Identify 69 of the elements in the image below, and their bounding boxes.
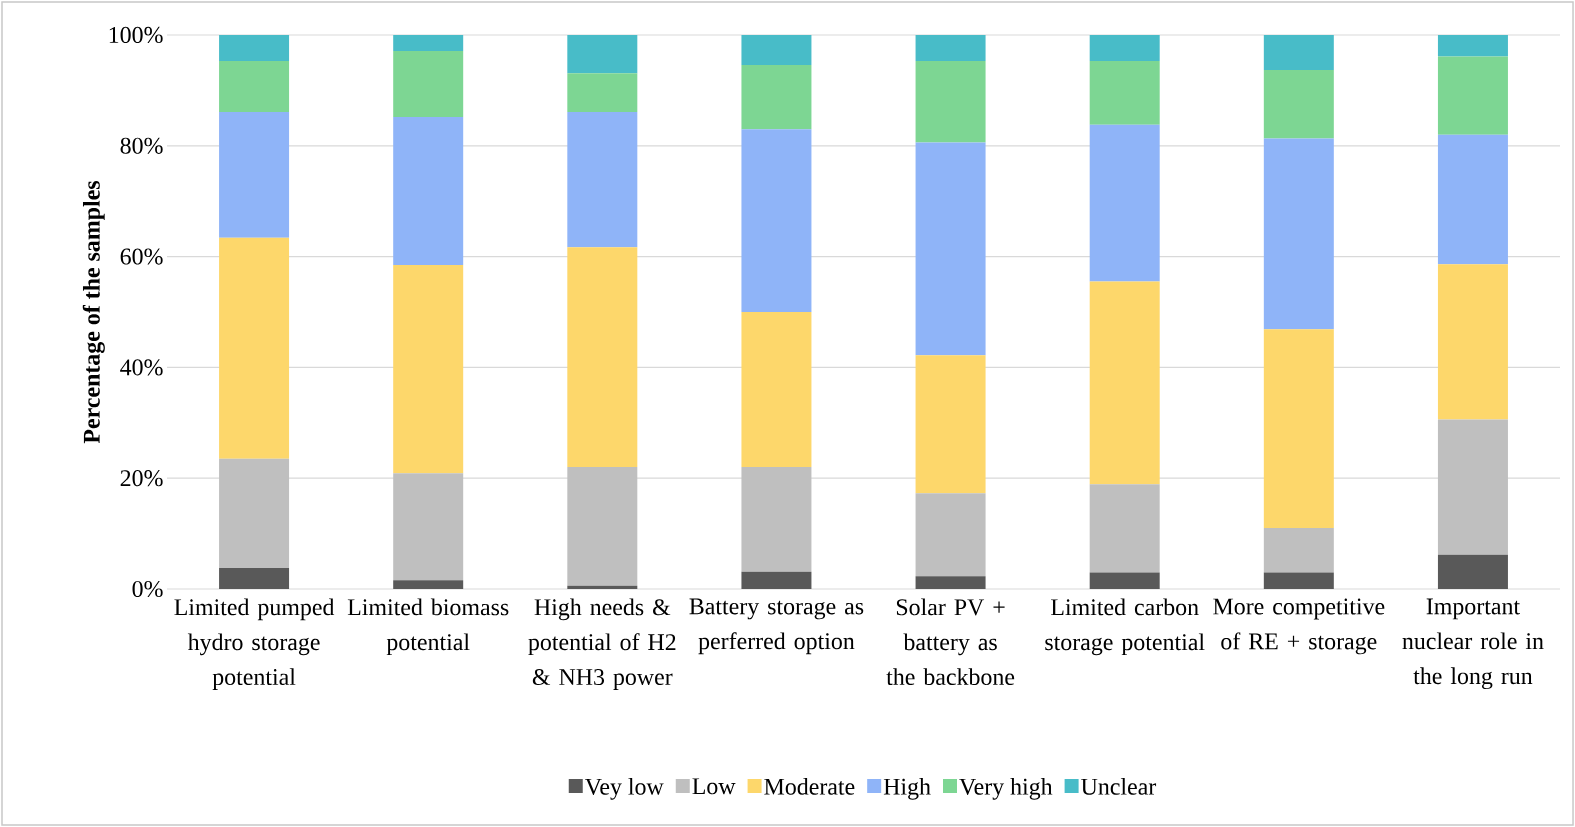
x-tick-label: High needs & potential of H2 & NH3 power (528, 598, 676, 690)
bar (393, 580, 464, 589)
bar (1089, 61, 1160, 125)
bar (567, 73, 638, 112)
legend-label: Very high (959, 777, 1053, 800)
x-tick-label: Limited biomass potential (347, 598, 509, 656)
bar (741, 129, 812, 312)
legend-label: Low (692, 778, 736, 795)
y-tick-label: 80% (120, 137, 163, 154)
bar (1437, 134, 1508, 265)
bar (1437, 419, 1508, 555)
bar (1089, 124, 1160, 282)
bar (915, 493, 986, 577)
bar (741, 64, 812, 130)
bar (1263, 329, 1334, 529)
bar (1263, 572, 1334, 589)
x-tick-label: More competitive of RE + storage (1213, 598, 1385, 655)
bar (741, 311, 812, 468)
bar (393, 34, 464, 52)
bar (219, 61, 290, 112)
bar (915, 576, 986, 589)
bar (219, 237, 290, 459)
bar (567, 34, 638, 74)
bar (915, 142, 986, 356)
bar (741, 571, 812, 589)
bar (1089, 572, 1160, 589)
bar (1089, 484, 1160, 573)
bar (219, 34, 290, 62)
bar (1437, 56, 1508, 135)
bar (393, 51, 464, 117)
legend-label: High (883, 777, 931, 800)
x-tick-label: Limited pumped hydro storage potential (174, 598, 335, 690)
y-tick-label: 60% (120, 248, 163, 265)
y-tick-label: 0% (132, 580, 163, 598)
bar (741, 467, 812, 572)
bar (567, 467, 638, 586)
bar (393, 473, 464, 581)
bar (1437, 34, 1508, 57)
y-axis-title: Percentage of the samples (82, 181, 105, 444)
bar (1437, 554, 1508, 589)
x-tick-label: Battery storage as perferred option (689, 598, 864, 655)
legend-label: Vey low (585, 777, 664, 800)
bar (1437, 264, 1508, 420)
bar (915, 61, 986, 143)
x-tick-label: Limited carbon storage potential (1045, 598, 1205, 656)
bar (1089, 281, 1160, 485)
bar (1263, 69, 1334, 139)
bar (567, 585, 638, 589)
bar (219, 458, 290, 568)
x-tick-label: Important nuclear role in the long run (1402, 598, 1544, 690)
bar (741, 34, 812, 65)
bar (1263, 138, 1334, 330)
bar (393, 264, 464, 474)
bar (219, 567, 290, 589)
bar (567, 111, 638, 248)
legend-label: Unclear (1081, 777, 1157, 795)
y-tick-label: 20% (120, 470, 163, 487)
legend-label: Moderate (764, 777, 855, 795)
y-tick-label: 100% (109, 26, 163, 44)
bar (567, 247, 638, 468)
bar (1089, 34, 1160, 62)
bar (1263, 528, 1334, 573)
x-tick-label: Solar PV + battery as the backbone (886, 598, 1015, 686)
y-tick-label: 40% (120, 359, 163, 376)
bar (219, 111, 290, 238)
bar (915, 355, 986, 494)
bar (393, 116, 464, 265)
bar (1263, 34, 1334, 70)
bar (915, 34, 986, 62)
